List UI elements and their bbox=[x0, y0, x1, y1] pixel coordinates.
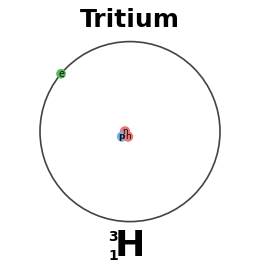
Text: e: e bbox=[58, 69, 64, 79]
Text: 1: 1 bbox=[108, 249, 118, 263]
Text: p: p bbox=[119, 132, 125, 141]
Circle shape bbox=[118, 132, 126, 141]
Text: 3: 3 bbox=[108, 230, 118, 244]
Circle shape bbox=[57, 70, 65, 78]
Text: Tritium: Tritium bbox=[80, 8, 180, 32]
Text: H: H bbox=[115, 229, 145, 263]
Text: n: n bbox=[125, 132, 131, 141]
Text: n: n bbox=[122, 127, 128, 136]
Circle shape bbox=[124, 132, 133, 141]
Circle shape bbox=[121, 127, 129, 136]
